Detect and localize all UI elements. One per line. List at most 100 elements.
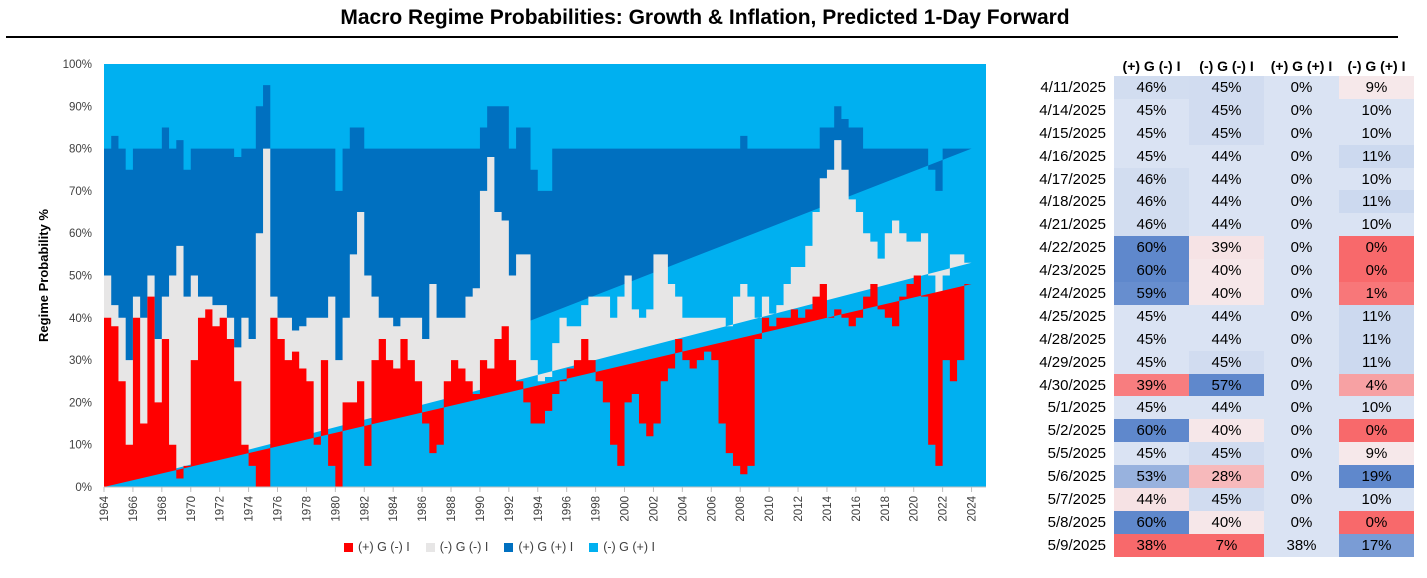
table-row: 5/5/2025 45% 45% 0% 9% bbox=[1006, 442, 1414, 466]
cell-value: 39% bbox=[1114, 373, 1189, 397]
row-date: 4/17/2025 bbox=[1039, 170, 1106, 188]
cell-value: 0% bbox=[1264, 510, 1339, 534]
row-date: 4/30/2025 bbox=[1039, 376, 1106, 394]
cell-value: 0% bbox=[1264, 236, 1339, 260]
cell-value: 0% bbox=[1264, 396, 1339, 420]
cell-value: 0% bbox=[1339, 259, 1414, 283]
y-tick-label: 90% bbox=[69, 101, 92, 113]
row-date: 5/1/2025 bbox=[1047, 399, 1106, 417]
cell-value: 45% bbox=[1114, 350, 1189, 374]
cell-value: 10% bbox=[1339, 213, 1414, 237]
table-row: 5/6/2025 53% 28% 0% 19% bbox=[1006, 465, 1414, 489]
cell-value: 10% bbox=[1339, 121, 1414, 145]
row-date: 5/9/2025 bbox=[1047, 536, 1106, 554]
cell-value: 44% bbox=[1189, 190, 1264, 214]
row-date: 4/25/2025 bbox=[1039, 307, 1106, 325]
legend-label: (-) G (-) I bbox=[439, 540, 489, 554]
cell-value: 46% bbox=[1114, 213, 1189, 237]
cell-value: 45% bbox=[1189, 98, 1264, 122]
cell-value: 59% bbox=[1114, 282, 1189, 305]
cell-value: 0% bbox=[1264, 442, 1339, 466]
title-divider bbox=[6, 36, 1398, 38]
cell-value: 9% bbox=[1339, 442, 1414, 466]
legend-swatch bbox=[344, 542, 353, 552]
cell-value: 40% bbox=[1189, 259, 1264, 283]
header-col: (+) G (+) I bbox=[1270, 58, 1333, 74]
table-row: 5/8/2025 60% 40% 0% 0% bbox=[1006, 510, 1414, 534]
row-date: 4/14/2025 bbox=[1039, 101, 1106, 119]
cell-value: 17% bbox=[1339, 533, 1414, 557]
x-tick-label: 2014 bbox=[822, 495, 834, 521]
x-tick-label: 1996 bbox=[562, 496, 574, 522]
y-tick-label: 70% bbox=[69, 186, 92, 198]
cell-value: 44% bbox=[1189, 144, 1264, 168]
header-col: (+) G (-) I bbox=[1122, 58, 1181, 74]
cell-value: 44% bbox=[1189, 396, 1264, 420]
table-row: 4/11/2025 46% 45% 0% 9% bbox=[1006, 76, 1414, 99]
x-tick-label: 2010 bbox=[764, 496, 776, 522]
row-date: 4/21/2025 bbox=[1039, 216, 1106, 234]
row-date: 5/6/2025 bbox=[1047, 468, 1106, 486]
cell-value: 28% bbox=[1189, 465, 1264, 489]
cell-value: 0% bbox=[1264, 282, 1339, 305]
x-tick-label: 2018 bbox=[880, 496, 892, 522]
cell-value: 10% bbox=[1339, 488, 1414, 511]
legend-label: (-) G (+) I bbox=[603, 540, 655, 554]
cell-value: 38% bbox=[1114, 533, 1189, 557]
x-tick-label: 1974 bbox=[244, 495, 256, 521]
cell-value: 45% bbox=[1114, 396, 1189, 420]
table-row: 4/24/2025 59% 40% 0% 1% bbox=[1006, 282, 1414, 305]
legend-label: (+) G (-) I bbox=[358, 540, 410, 554]
row-date: 5/2/2025 bbox=[1047, 422, 1106, 440]
y-tick-label: 100% bbox=[63, 59, 92, 71]
cell-value: 60% bbox=[1114, 510, 1189, 534]
y-tick-label: 30% bbox=[69, 355, 92, 367]
row-date: 4/11/2025 bbox=[1040, 78, 1106, 96]
x-tick-label: 1970 bbox=[186, 496, 198, 522]
cell-value: 44% bbox=[1189, 213, 1264, 237]
cell-value: 0% bbox=[1264, 76, 1339, 99]
cell-value: 0% bbox=[1264, 419, 1339, 443]
cell-value: 4% bbox=[1339, 373, 1414, 397]
x-tick-label: 1978 bbox=[301, 496, 313, 522]
table-row: 4/21/2025 46% 44% 0% 10% bbox=[1006, 213, 1414, 237]
cell-value: 45% bbox=[1114, 442, 1189, 466]
legend-swatch bbox=[504, 542, 514, 552]
cell-value: 9% bbox=[1339, 76, 1414, 99]
row-date: 4/23/2025 bbox=[1039, 262, 1106, 280]
header-col: (-) G (+) I bbox=[1347, 58, 1406, 74]
table-row: 5/2/2025 60% 40% 0% 0% bbox=[1006, 419, 1414, 443]
x-tick-label: 1998 bbox=[591, 496, 603, 522]
header-date bbox=[1006, 56, 1114, 76]
stacked-area-chart: 0% 10% 20% 30% 40% 50% 60% 70% 80% 90% 100% Regime … bbox=[36, 59, 986, 522]
header-col: (-) G (-) I bbox=[1199, 58, 1254, 74]
x-tick-label: 1994 bbox=[533, 495, 545, 521]
y-tick-label: 80% bbox=[69, 144, 92, 156]
row-date: 4/22/2025 bbox=[1039, 239, 1106, 257]
row-date: 4/16/2025 bbox=[1039, 147, 1106, 165]
cell-value: 53% bbox=[1114, 465, 1189, 489]
cell-value: 44% bbox=[1114, 488, 1189, 511]
x-tick-label: 1984 bbox=[388, 495, 400, 521]
x-tick-label: 2022 bbox=[938, 496, 950, 522]
table-row: 4/16/2025 45% 44% 0% 11% bbox=[1006, 144, 1414, 168]
x-tick-label: 1986 bbox=[417, 496, 429, 522]
legend-item-neg-growth-neg-inflation: (-) G (-) I bbox=[425, 540, 489, 554]
table-row: 4/30/2025 39% 57% 0% 4% bbox=[1006, 373, 1414, 397]
table-row: 5/7/2025 44% 45% 0% 10% bbox=[1006, 488, 1414, 511]
row-date: 5/8/2025 bbox=[1047, 513, 1106, 531]
cell-value: 46% bbox=[1114, 190, 1189, 214]
cell-value: 60% bbox=[1114, 236, 1189, 260]
x-tick-label: 1980 bbox=[330, 496, 342, 522]
cell-value: 10% bbox=[1339, 396, 1414, 420]
cell-value: 45% bbox=[1189, 488, 1264, 511]
cell-value: 40% bbox=[1189, 510, 1264, 534]
cell-value: 45% bbox=[1189, 121, 1264, 145]
x-tick-label: 2000 bbox=[620, 496, 632, 522]
cell-value: 39% bbox=[1189, 236, 1264, 260]
legend-swatch bbox=[589, 542, 599, 552]
cell-value: 0% bbox=[1264, 327, 1339, 351]
legend-item-pos-growth-pos-inflation: (+) G (+) I bbox=[504, 540, 573, 554]
cell-value: 11% bbox=[1339, 304, 1414, 328]
cell-value: 11% bbox=[1339, 327, 1414, 351]
